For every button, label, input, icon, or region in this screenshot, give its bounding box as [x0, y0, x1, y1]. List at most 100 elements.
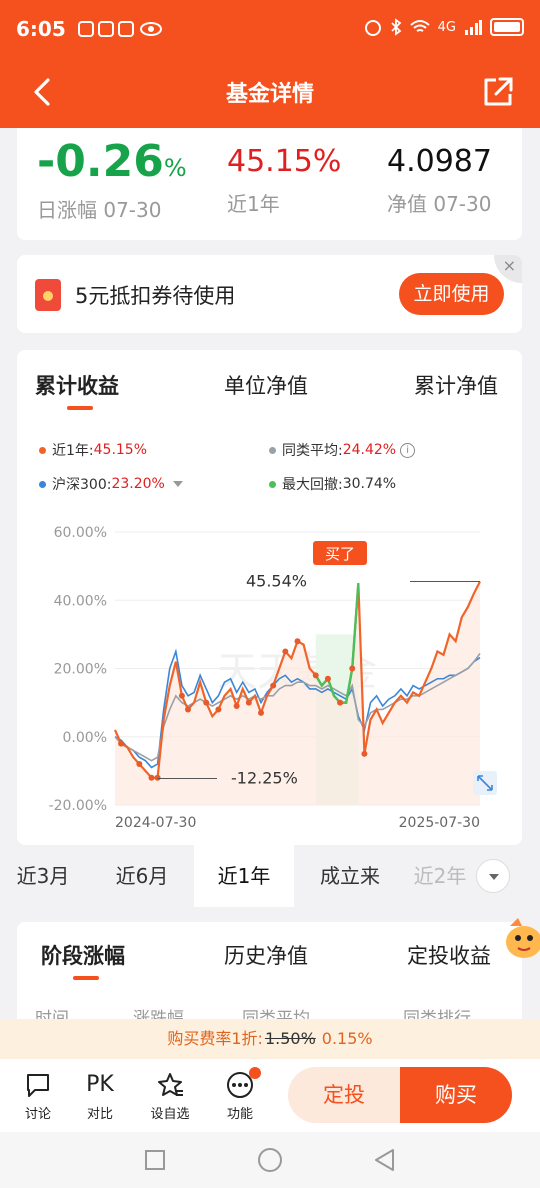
pk-icon: PK: [86, 1072, 114, 1097]
app-notification-icon: [97, 21, 114, 37]
tab-history-nav[interactable]: 历史净值: [224, 944, 308, 968]
trade-point: [282, 648, 289, 655]
trade-point: [154, 774, 161, 781]
trade-point: [349, 665, 356, 672]
legend-peer-label: 同类平均:: [282, 443, 343, 459]
wifi-icon: [409, 20, 430, 32]
recent-apps-icon[interactable]: [143, 1148, 167, 1172]
more-label: 功能: [226, 1107, 253, 1122]
trade-point: [178, 692, 185, 699]
trade-point: [148, 774, 155, 781]
bluetooth-icon: [391, 18, 402, 36]
buy-button[interactable]: 购买: [400, 1067, 512, 1123]
metrics-card: -0.26% 日涨幅 07-30 45.15% 近1年 4.0987 净值 07…: [17, 128, 522, 240]
trade-point: [258, 709, 264, 716]
legend-drawdown: 最大回撤: 30.74%: [269, 474, 396, 494]
period-since-inception[interactable]: 成立来: [320, 864, 380, 888]
status-indicators: 4G: [364, 18, 524, 36]
eye-icon: [139, 22, 162, 36]
legend-peer: 同类平均: 24.42% i: [269, 440, 416, 460]
tab-cumulative-return[interactable]: 累计收益: [35, 374, 119, 398]
daily-change-label: 日涨幅 07-30: [37, 198, 162, 222]
nav-value: 4.0987 净值 07-30: [387, 136, 492, 217]
x-tick-label: 2025-07-30: [399, 815, 480, 831]
trade-point: [361, 750, 368, 757]
trade-point: [233, 703, 240, 710]
battery-icon: [490, 18, 524, 36]
trade-point: [118, 740, 125, 747]
tab-cumulative-nav[interactable]: 累计净值: [414, 374, 498, 398]
active-tab-indicator: [73, 976, 99, 980]
status-bar: 6:05 4G: [0, 0, 540, 58]
y-tick-label: 60.00%: [54, 525, 107, 541]
home-icon[interactable]: [257, 1147, 283, 1173]
tab-sip-return[interactable]: 定投收益: [407, 944, 491, 968]
discuss-label: 讨论: [24, 1107, 51, 1122]
min-label: -12.25%: [231, 769, 298, 788]
y-tick-label: 20.00%: [54, 662, 107, 678]
mascot-icon[interactable]: [500, 912, 540, 962]
legend-drawdown-label: 最大回撤:: [282, 477, 343, 493]
trade-point: [215, 706, 222, 713]
back-triangle-icon[interactable]: [372, 1147, 396, 1173]
discuss-button[interactable]: 讨论: [13, 1071, 63, 1122]
more-dots-icon: [227, 1072, 253, 1098]
period-3m[interactable]: 近3月: [16, 864, 70, 888]
nav-bar: 基金详情: [0, 58, 540, 126]
system-nav-bar: [0, 1132, 540, 1188]
nav-value-label: 净值 07-30: [387, 192, 492, 216]
one-year-return: 45.15% 近1年: [227, 136, 341, 217]
fee-original: 1.50%: [264, 1029, 316, 1048]
use-coupon-button[interactable]: 立即使用: [399, 273, 504, 315]
app-notification-icon: [77, 21, 94, 37]
y-tick-label: 40.00%: [54, 593, 107, 609]
legend-index[interactable]: 沪深300: 23.20%: [39, 474, 183, 494]
trade-point: [324, 675, 331, 682]
caret-down-icon[interactable]: [172, 481, 183, 487]
add-watchlist-button[interactable]: 设自选: [145, 1071, 195, 1122]
alarm-icon: [364, 20, 381, 36]
one-year-return-value: 45.15%: [227, 144, 342, 179]
one-year-return-label: 近1年: [227, 192, 280, 216]
trade-point: [203, 699, 210, 706]
y-tick-label: 0.00%: [63, 730, 107, 746]
legend-fund-value: 45.15%: [93, 442, 148, 458]
bottom-action-bar: 讨论 PK 对比 设自选 功能 定投 购买: [0, 1059, 540, 1132]
share-icon[interactable]: [480, 74, 516, 110]
back-arrow-icon[interactable]: [26, 74, 62, 110]
buy-tag-box: [313, 541, 367, 565]
buy-tag-label: 买了: [325, 545, 355, 563]
compare-button[interactable]: PK 对比: [75, 1071, 125, 1122]
notification-dot: [249, 1067, 261, 1079]
legend-index-value: 23.20%: [111, 476, 165, 492]
max-label: 45.54%: [246, 571, 307, 590]
trade-point: [312, 672, 319, 679]
tab-unit-nav[interactable]: 单位净值: [224, 374, 308, 398]
watchlist-label: 设自选: [150, 1107, 190, 1122]
chevron-down-icon[interactable]: [476, 859, 510, 893]
period-1y[interactable]: 近1年: [194, 845, 294, 907]
more-functions-button[interactable]: 功能: [215, 1067, 265, 1122]
fund-area: [115, 581, 480, 805]
tab-stage-return[interactable]: 阶段涨幅: [41, 944, 125, 968]
legend-peer-value: 24.42%: [342, 442, 397, 458]
period-selector: 近3月 近6月 近1年 成立来 近2年: [0, 845, 540, 907]
trade-point: [136, 761, 143, 768]
fee-prefix: 购买费率1折:: [167, 1029, 263, 1048]
nav-value-number: 4.0987: [387, 144, 492, 179]
period-2y[interactable]: 近2年: [413, 864, 467, 888]
network-type: 4G: [437, 19, 456, 35]
info-icon[interactable]: i: [400, 442, 416, 458]
coupon-text: 5元抵扣券待使用: [75, 284, 236, 308]
status-time: 6:05: [16, 17, 66, 41]
app-notification-icon: [117, 21, 134, 37]
return-chart[interactable]: 60.00% 40.00% 20.00% 0.00% -20.00% 2024-07-30…: [17, 510, 522, 845]
chart-tabs: 累计收益 单位净值 累计净值: [17, 370, 522, 410]
series-line-2: [114, 648, 481, 769]
legend-dot: [39, 446, 46, 454]
sip-button[interactable]: 定投: [288, 1067, 400, 1123]
period-6m[interactable]: 近6月: [115, 864, 169, 888]
chat-bubble-icon: [27, 1074, 49, 1097]
drawdown-line: [314, 583, 360, 704]
red-envelope-icon: [35, 279, 61, 311]
